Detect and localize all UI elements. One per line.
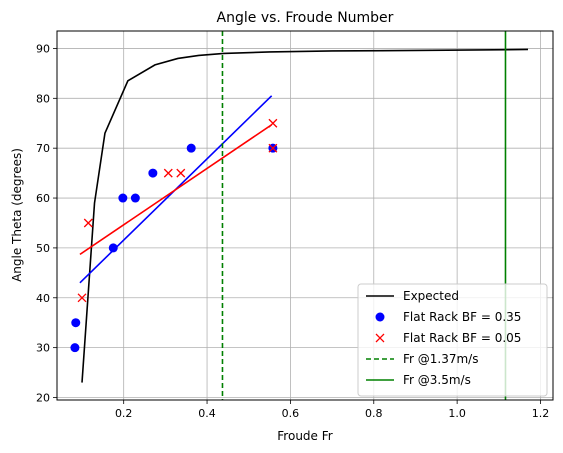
fit-line-4 bbox=[79, 124, 273, 256]
legend-label-bf005: Flat Rack BF = 0.05 bbox=[403, 331, 521, 345]
legend: Expected Flat Rack BF = 0.35 Flat Rack B… bbox=[357, 283, 548, 397]
y-tick-label: 20 bbox=[36, 392, 50, 405]
legend-label-bf035: Flat Rack BF = 0.35 bbox=[403, 310, 521, 324]
point-bf035 bbox=[118, 193, 128, 203]
y-tick-label: 40 bbox=[36, 292, 50, 305]
legend-box bbox=[357, 283, 548, 397]
x-axis-label: Froude Fr bbox=[277, 429, 332, 443]
x-tick-label: 0.2 bbox=[115, 407, 133, 420]
axis-ticks: 0.2 0.4 0.6 0.8 1.0 1.2 20 30 40 50 60 70 80 90 bbox=[36, 42, 549, 420]
x-tick-label: 1.2 bbox=[532, 407, 550, 420]
legend-label-fr137: Fr @1.37m/s bbox=[403, 352, 478, 366]
plot-area bbox=[70, 31, 528, 400]
point-bf035 bbox=[70, 343, 80, 353]
x-tick-label: 0.8 bbox=[365, 407, 383, 420]
y-axis-label: Angle Theta (degrees) bbox=[10, 148, 24, 282]
legend-marker-bf005 bbox=[375, 333, 385, 343]
point-bf005 bbox=[83, 218, 93, 228]
x-tick-label: 0.6 bbox=[282, 407, 300, 420]
point-bf035 bbox=[108, 243, 118, 253]
y-tick-label: 70 bbox=[36, 142, 50, 155]
y-tick-label: 90 bbox=[36, 42, 50, 55]
point-bf035 bbox=[186, 143, 196, 153]
x-tick-label: 0.4 bbox=[198, 407, 216, 420]
legend-label-expected: Expected bbox=[403, 289, 459, 303]
point-bf005 bbox=[163, 168, 173, 178]
y-tick-label: 50 bbox=[36, 242, 50, 255]
point-bf005 bbox=[176, 168, 186, 178]
legend-label-fr35: Fr @3.5m/s bbox=[403, 373, 471, 387]
x-tick-label: 1.0 bbox=[448, 407, 466, 420]
point-bf005 bbox=[77, 293, 87, 303]
expected-line bbox=[81, 48, 528, 383]
axes-frame bbox=[56, 30, 554, 401]
y-tick-label: 30 bbox=[36, 342, 50, 355]
y-tick-label: 60 bbox=[36, 192, 50, 205]
legend-marker-bf035 bbox=[375, 312, 385, 322]
chart-title: Angle vs. Froude Number bbox=[217, 10, 394, 26]
point-bf035 bbox=[71, 318, 81, 328]
point-bf035 bbox=[148, 168, 158, 178]
point-bf005 bbox=[268, 143, 278, 153]
y-tick-label: 80 bbox=[36, 92, 50, 105]
point-bf035 bbox=[130, 193, 140, 203]
point-bf005 bbox=[268, 118, 278, 128]
